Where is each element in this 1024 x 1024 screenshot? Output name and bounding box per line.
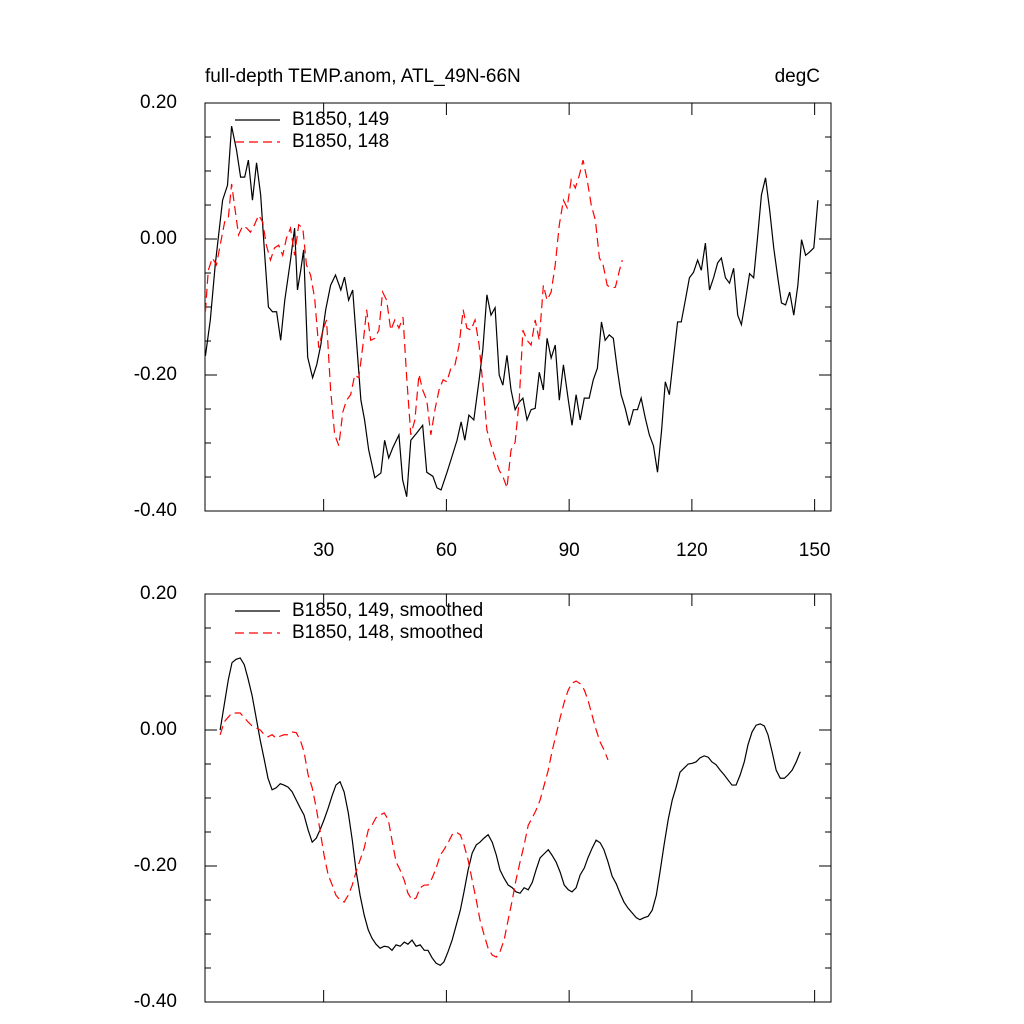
legend-label: B1850, 148 <box>292 131 389 152</box>
x-tick-label: 150 <box>799 540 831 561</box>
x-tick-label: 30 <box>313 540 334 561</box>
y-tick-label: -0.40 <box>134 991 177 1012</box>
legend-label: B1850, 148, smoothed <box>292 622 483 643</box>
y-tick-label: -0.40 <box>134 500 177 521</box>
data-line <box>219 680 609 958</box>
plot-frame <box>204 593 832 1003</box>
chart-title: full-depth TEMP.anom, ATL_49N-66N <box>205 66 521 87</box>
x-tick-label: 120 <box>676 540 708 561</box>
y-tick-label: 0.20 <box>140 583 177 604</box>
data-line <box>204 125 819 497</box>
y-tick-label: 0.00 <box>140 228 177 249</box>
x-tick-label: 90 <box>559 540 580 561</box>
data-line <box>204 159 623 489</box>
x-tick-label: 60 <box>436 540 457 561</box>
legend-label: B1850, 149, smoothed <box>292 600 483 621</box>
legend-label: B1850, 149 <box>292 109 389 130</box>
y-tick-label: -0.20 <box>134 855 177 876</box>
data-line <box>219 657 801 967</box>
y-tick-label: -0.20 <box>134 364 177 385</box>
y-tick-label: 0.00 <box>140 719 177 740</box>
units-label: degC <box>775 66 820 87</box>
y-tick-label: 0.20 <box>140 92 177 113</box>
